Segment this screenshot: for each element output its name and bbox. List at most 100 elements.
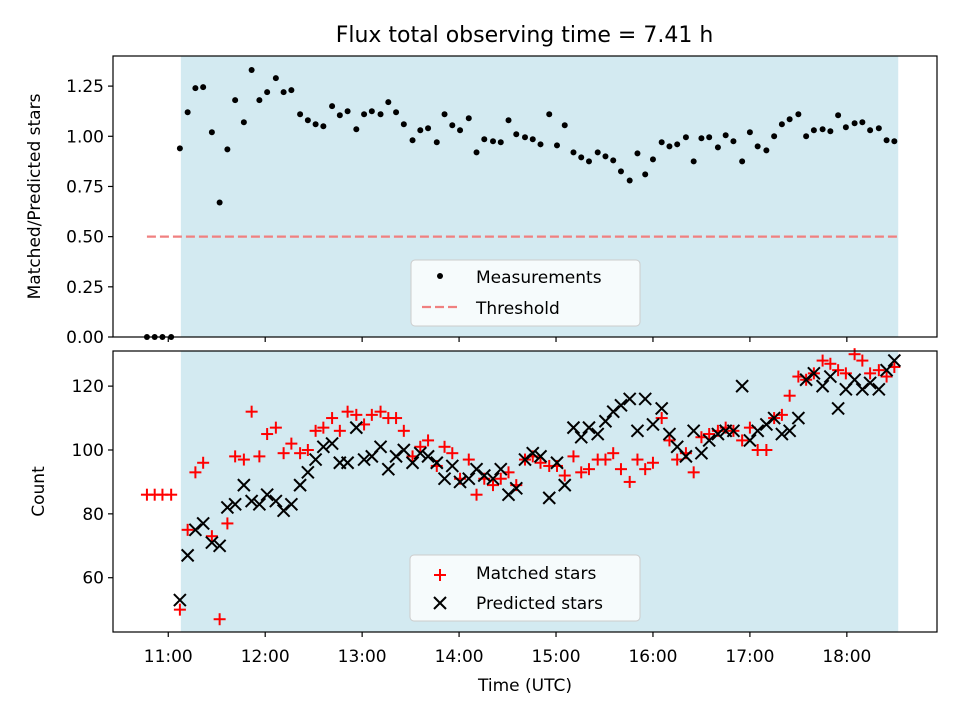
predicted-star-point <box>173 593 187 607</box>
measurement-point <box>409 137 416 144</box>
matched-star-point <box>269 421 282 434</box>
measurement-point <box>490 138 497 145</box>
measurement-point <box>739 158 746 165</box>
matched-star-point <box>703 428 716 441</box>
predicted-star-point <box>815 379 830 393</box>
count-y-tick-label: 100 <box>72 441 104 461</box>
count-marks <box>140 348 902 626</box>
measurement-point <box>232 97 239 104</box>
measurement-point <box>449 122 456 129</box>
predicted-star-point <box>735 379 749 393</box>
measurement-point <box>505 117 512 124</box>
predicted-star-point <box>686 424 701 438</box>
measurement-point <box>746 129 753 136</box>
measurements-legend-label: Measurements <box>476 268 602 288</box>
measurement-point <box>754 143 761 150</box>
matched-star-point <box>422 434 435 447</box>
ratio-frame <box>112 55 938 338</box>
matched-star-point <box>558 469 571 482</box>
predicted-star-point <box>381 462 396 476</box>
matched-star-point <box>446 447 459 460</box>
matched-star-point <box>534 456 547 469</box>
predicted-star-point <box>743 433 757 448</box>
predicted-star-point <box>582 420 596 435</box>
predicted-star-point <box>340 456 355 470</box>
matched-star-point <box>832 364 845 377</box>
measurement-point <box>417 127 424 134</box>
measurement-point <box>626 177 633 184</box>
predicted-star-point <box>526 446 540 460</box>
predicted-star-point <box>679 449 693 464</box>
measurement-point <box>184 109 191 116</box>
measurement-point <box>835 112 842 119</box>
predicted-star-point <box>872 382 886 397</box>
predicted-star-point <box>196 516 210 531</box>
predicted-star-point <box>775 427 789 441</box>
predicted-star-point <box>590 427 605 441</box>
predicted-star-point <box>694 446 709 460</box>
matched-star-point <box>614 463 627 476</box>
predicted-star-point <box>228 497 242 511</box>
matched-star-point <box>864 367 877 380</box>
measurement-point <box>859 119 866 126</box>
ratio-y-tick-label: 0.00 <box>66 328 104 348</box>
measurement-point <box>312 121 319 128</box>
measurement-point <box>795 111 802 118</box>
matched-star-point <box>494 472 507 485</box>
measurement-point <box>224 146 231 153</box>
measurements-legend-marker <box>437 273 443 279</box>
matched-star-point <box>856 354 869 367</box>
measurement-point <box>457 127 464 134</box>
measurement-point <box>867 127 874 134</box>
matched-star-point <box>253 450 266 463</box>
matched-star-point <box>663 434 676 447</box>
measurement-point <box>200 84 207 91</box>
predicted-star-point <box>462 472 476 486</box>
measurement-point <box>377 111 384 118</box>
matched-star-point <box>374 405 387 418</box>
matched-star-point <box>655 412 668 425</box>
predicted-stars-legend-marker <box>433 596 447 610</box>
matched-star-point <box>245 405 258 418</box>
predicted-star-point <box>301 465 315 480</box>
predicted-star-point <box>430 456 444 470</box>
matched-star-point <box>301 443 314 456</box>
predicted-star-point <box>598 414 613 428</box>
measurement-point <box>465 115 472 122</box>
predicted-star-point <box>726 424 741 438</box>
matched-star-point <box>438 440 451 453</box>
matched-star-point <box>462 453 475 466</box>
measurement-point <box>763 147 770 154</box>
matched-star-point <box>783 389 796 402</box>
threshold-legend-label: Threshold <box>475 299 560 319</box>
measurement-point <box>353 126 360 133</box>
matched-star-point <box>197 456 210 469</box>
measurement-point <box>425 125 432 132</box>
matched-stars-legend-marker <box>434 569 446 581</box>
predicted-star-point <box>566 420 581 435</box>
measurement-point <box>272 75 279 82</box>
count-legend: Matched stars Predicted stars <box>409 554 641 622</box>
measurement-point <box>208 129 215 136</box>
count-legend-box <box>409 554 641 622</box>
time-x-tick-label: 16:00 <box>628 647 677 667</box>
matched-star-point <box>839 367 852 380</box>
predicted-star-point <box>550 456 564 470</box>
ratio-legend: Measurements Threshold <box>410 259 641 327</box>
matched-star-point <box>229 450 242 463</box>
predicted-star-point <box>662 427 677 441</box>
measurement-point <box>690 158 697 165</box>
predicted-star-point <box>220 500 235 515</box>
matched-star-point <box>365 408 378 421</box>
measurement-point <box>553 142 560 149</box>
measurement-point <box>513 131 520 138</box>
predicted-star-point <box>252 497 267 511</box>
measurement-point <box>361 111 368 118</box>
matched-star-point <box>607 447 620 460</box>
predicted-star-point <box>807 366 821 381</box>
matched-star-point <box>567 450 580 463</box>
predicted-star-point <box>244 494 259 508</box>
predicted-star-point <box>373 440 388 454</box>
predicted-star-point <box>308 452 323 467</box>
